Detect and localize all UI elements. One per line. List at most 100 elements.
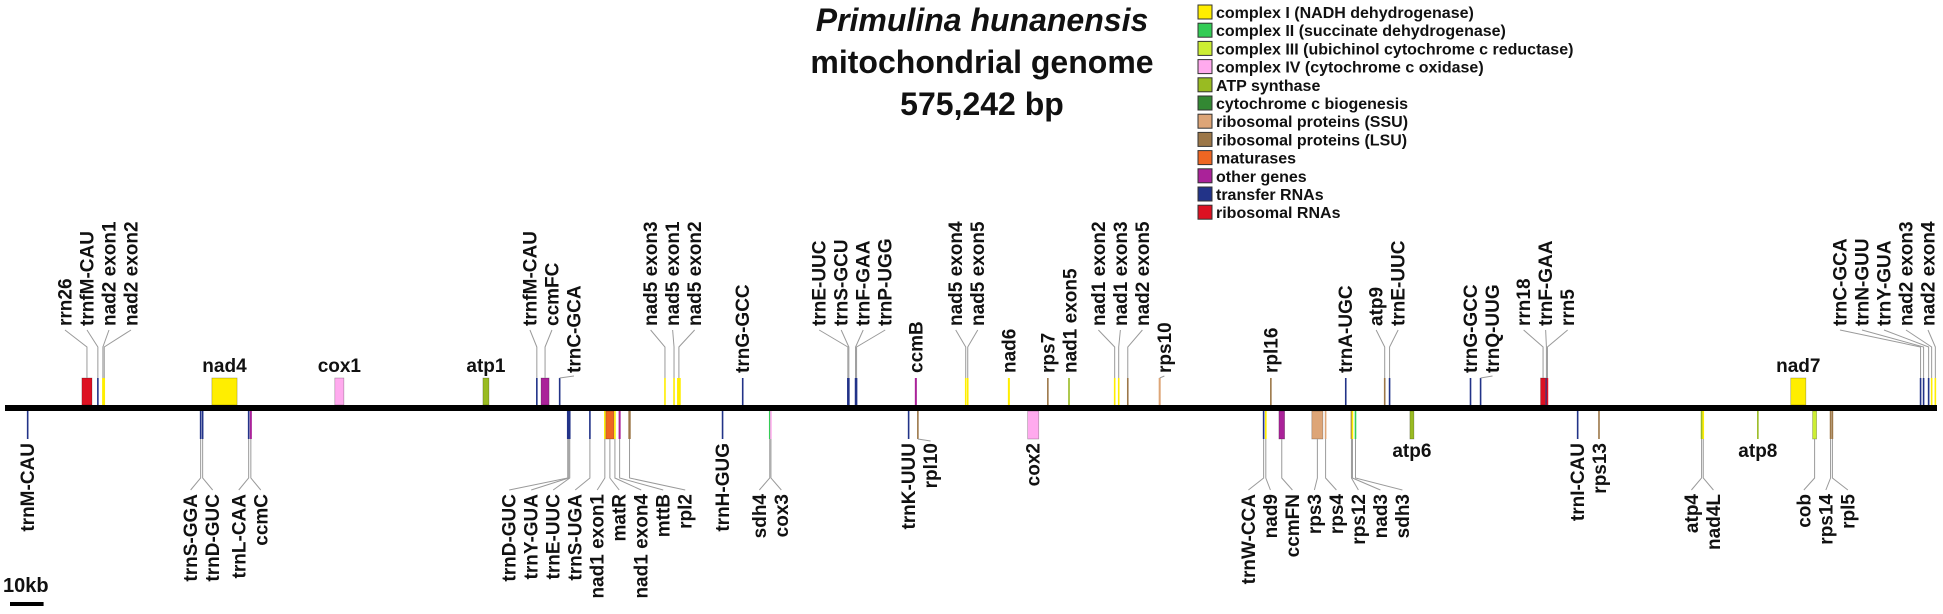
leader-line xyxy=(609,439,620,491)
gene-label: nad1 exon2 xyxy=(1089,221,1110,326)
gene-block xyxy=(848,378,850,405)
gene-label: rpl10 xyxy=(921,443,942,488)
gene-label: rpl2 xyxy=(676,494,697,529)
legend-swatch xyxy=(1197,186,1213,202)
gene-label: nad7 xyxy=(1776,356,1820,377)
gene-label: nad2 exon1 xyxy=(99,221,120,326)
gene-label: trnG-GCC xyxy=(1461,284,1482,373)
gene-label: rpl5 xyxy=(1838,494,1859,529)
legend-label: transfer RNAs xyxy=(1216,187,1324,204)
gene-cluster: sdh4 cox3 xyxy=(750,411,793,538)
gene-cluster: atp4 nad4L xyxy=(1682,411,1725,550)
leader-line xyxy=(559,375,575,379)
gene-block xyxy=(1757,411,1759,439)
legend-item: complex IV (cytochrome c oxidase) xyxy=(1197,59,1484,77)
gene-label: nad3 xyxy=(1371,494,1392,538)
leader-line xyxy=(1375,329,1386,378)
leader-line xyxy=(1905,329,1933,378)
gene-label: cob xyxy=(1794,494,1815,528)
gene-label: trnC-GCA xyxy=(1831,238,1852,326)
legend-item: cytochrome c biogenesis xyxy=(1197,95,1408,113)
legend-swatch xyxy=(1197,95,1213,111)
gene-label: nad1 exon3 xyxy=(1111,221,1132,326)
gene-block xyxy=(1927,378,1930,405)
gene-block xyxy=(334,377,345,406)
gene-cluster: atp6 xyxy=(1392,410,1431,462)
gene-block xyxy=(211,377,238,406)
gene-block xyxy=(103,378,106,405)
gene-label: nad2 exon2 xyxy=(121,221,142,326)
gene-block xyxy=(1117,378,1120,405)
gene-block xyxy=(589,411,591,439)
gene-label: trnW-CCA xyxy=(1239,494,1260,585)
gene-label: sdh4 xyxy=(750,494,771,539)
gene-label: nad9 xyxy=(1261,494,1282,538)
legend-item: complex I (NADH dehydrogenase) xyxy=(1197,4,1474,22)
gene-block xyxy=(558,378,561,405)
leader-line xyxy=(650,329,666,378)
leader-line xyxy=(552,439,571,491)
legend-label: ribosomal proteins (LSU) xyxy=(1216,132,1407,149)
gene-label: nad5 exon4 xyxy=(946,221,967,326)
gene-block xyxy=(614,411,616,439)
gene-label: atp4 xyxy=(1682,494,1703,534)
gene-cluster: trnS-GGA trnD-GUC xyxy=(181,411,224,582)
leader-line xyxy=(629,439,686,491)
gene-block xyxy=(855,378,858,405)
leader-line xyxy=(1691,439,1703,491)
gene-block xyxy=(1351,411,1354,439)
leader-line xyxy=(250,439,262,491)
gene-cluster: trnI-CAU rps13 xyxy=(1568,411,1611,521)
leader-line xyxy=(1839,329,1922,378)
gene-block xyxy=(1812,410,1817,440)
leader-line xyxy=(758,439,771,491)
species-name: Primulina hunanensis xyxy=(816,2,1149,38)
legend-label: complex III (ubichinol cytochrome c redu… xyxy=(1216,41,1573,58)
gene-label: trnfM-CAU xyxy=(520,231,541,326)
gene-block xyxy=(1344,378,1347,405)
leader-line xyxy=(509,439,569,491)
gene-label: sdh3 xyxy=(1393,494,1414,538)
gene-block xyxy=(247,411,250,439)
gene-cluster: rpl16 xyxy=(1261,328,1282,405)
leader-line xyxy=(544,329,553,378)
gene-label: nad2 exon3 xyxy=(1897,221,1918,326)
gene-label: nad6 xyxy=(999,329,1020,373)
legend: complex I (NADH dehydrogenase) complex II… xyxy=(1197,4,1573,222)
gene-label: trnN-GUU xyxy=(1853,238,1874,326)
gene-block xyxy=(1479,378,1482,405)
gene-block xyxy=(1007,378,1010,405)
leader-line xyxy=(1825,439,1832,491)
gene-label: ccmFN xyxy=(1283,494,1304,557)
genome-size: 575,242 bp xyxy=(900,86,1064,122)
legend-item: complex III (ubichinol cytochrome c redu… xyxy=(1197,40,1573,58)
leader-line xyxy=(531,439,570,491)
gene-block xyxy=(964,378,967,405)
leader-line xyxy=(1354,439,1403,491)
gene-label: cox1 xyxy=(318,356,362,377)
gene-cluster: trnC-GCA xyxy=(558,285,585,405)
gene-cluster: trnfM-CAU ccmFC xyxy=(520,231,563,406)
gene-label: nad2 exon5 xyxy=(1133,221,1154,326)
leader-line xyxy=(678,329,695,378)
gene-cluster: nad6 xyxy=(999,329,1020,405)
gene-label: nad1 exon5 xyxy=(1060,268,1081,373)
gene-label: trnS-GCU xyxy=(832,239,853,326)
leader-line xyxy=(1546,329,1568,378)
gene-block xyxy=(536,378,538,405)
gene-block xyxy=(1324,411,1327,439)
legend-label: ribosomal RNAs xyxy=(1216,205,1341,222)
gene-cluster: nad7 xyxy=(1776,356,1820,406)
gene-block xyxy=(249,411,252,439)
gene-label: mttB xyxy=(654,494,675,537)
gene-block xyxy=(567,411,570,439)
gene-block xyxy=(102,378,104,405)
gene-label: trnY-GUA xyxy=(522,494,543,580)
gene-cluster: trnC-GCA trnN-GUU trnY-GUA nad2 exon3 nad2 e… xyxy=(1831,221,1940,405)
gene-block xyxy=(673,378,675,405)
gene-cluster: trnA-UGC xyxy=(1336,285,1357,405)
gene-label: trnY-GUA xyxy=(1875,240,1896,326)
gene-label: trnF-GAA xyxy=(854,240,875,326)
gene-cluster: cob rps14 rpl5 xyxy=(1794,410,1859,545)
